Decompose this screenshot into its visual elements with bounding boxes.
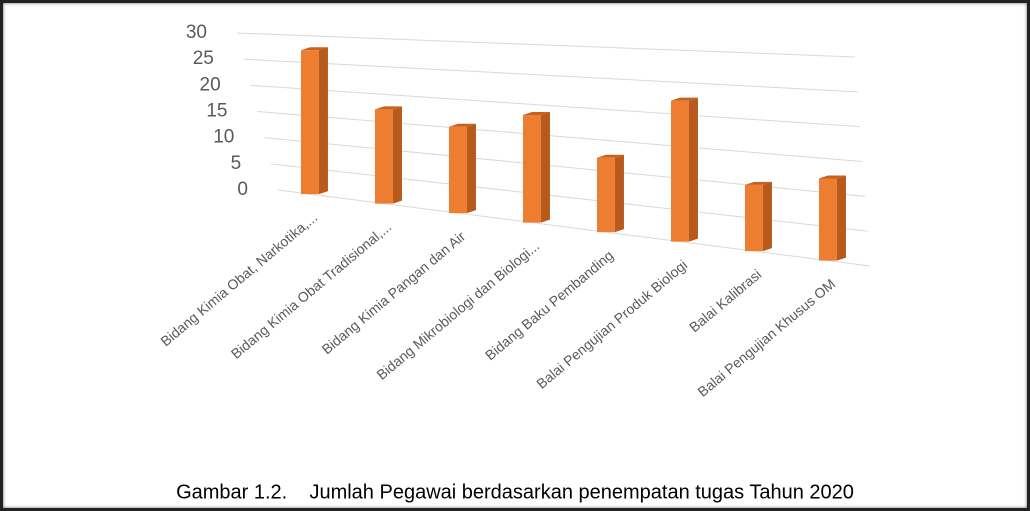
grid-line (257, 111, 863, 162)
bar (596, 154, 624, 233)
bar (522, 112, 550, 223)
x-tick-label: Bidang Kimia Obat, Narkotika,... (157, 209, 320, 349)
bar-side (392, 106, 402, 204)
bar-side (318, 47, 328, 195)
bar (374, 106, 402, 204)
bar-side (466, 123, 476, 214)
bar-top (300, 47, 328, 51)
x-tick-label: Bidang Kimia Obat Tradisional,... (228, 218, 394, 361)
y-tick-label: 5 (231, 153, 242, 174)
y-tick-label: 25 (193, 48, 214, 69)
bar-front (670, 100, 689, 242)
grid-line (236, 32, 856, 58)
grid-line (264, 137, 866, 197)
grid-line (277, 189, 871, 267)
bar-front (300, 50, 319, 195)
x-tick-label: Balai Kalibrasi (686, 266, 764, 335)
bar (744, 181, 772, 252)
bar-top (670, 97, 698, 101)
bar-side (614, 154, 624, 233)
caption: Gambar 1.2. Jumlah Pegawai berdasarkan p… (176, 481, 854, 503)
x-tick-label: Bidang Mikrobiologi dan Biologi... (373, 237, 542, 382)
bar-front (522, 115, 541, 223)
bar-side (836, 175, 846, 261)
grid-line (271, 163, 868, 232)
grid-line (250, 84, 861, 128)
bar-front (744, 184, 763, 252)
bar-top (596, 154, 624, 158)
bar (670, 97, 698, 242)
bar-side (540, 112, 550, 223)
bar-top (374, 106, 402, 110)
x-tick-label: Balai Pengujian Khusus OM (694, 275, 838, 399)
bar-front (448, 126, 467, 214)
bar-side (762, 181, 772, 252)
y-tick-label: 15 (206, 101, 227, 122)
bar-top (818, 175, 846, 179)
y-tick-label: 10 (213, 127, 234, 148)
y-tick-label: 0 (237, 179, 248, 200)
bar-top (744, 181, 772, 185)
bar (448, 123, 476, 214)
bar (300, 47, 328, 195)
bar-front (596, 157, 615, 233)
x-tick-label: Balai Pengujian Produk Biologi (533, 256, 690, 391)
y-tick-label: 20 (200, 74, 221, 95)
y-tick-label: 30 (186, 22, 207, 43)
bar (818, 175, 846, 261)
bar-front (818, 178, 837, 261)
bar-top (522, 112, 550, 116)
bar-front (374, 109, 393, 204)
grid-line (243, 58, 858, 93)
chart: Gambar 1.2. Jumlah Pegawai berdasarkan p… (157, 22, 871, 503)
x-tick-label: Bidang Kimia Pangan dan Air (318, 228, 468, 358)
bar-top (448, 123, 476, 127)
bar-side (688, 97, 698, 242)
